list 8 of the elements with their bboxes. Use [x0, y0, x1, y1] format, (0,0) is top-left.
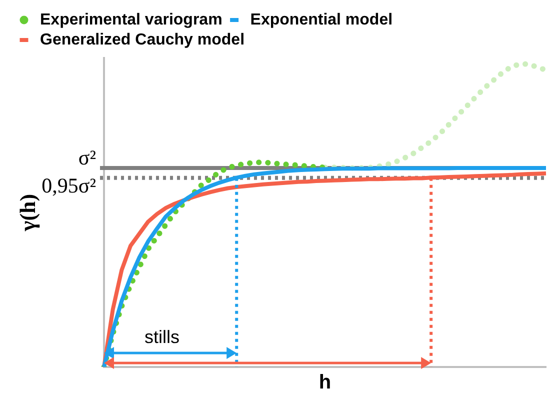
- legend-label: Exponential model: [250, 11, 393, 28]
- y-axis-title: γ(h): [14, 194, 40, 232]
- annotation: stills: [144, 326, 180, 347]
- legend-label: Experimental variogram: [40, 11, 222, 28]
- x-axis-title: h: [318, 372, 332, 394]
- ref-line-label: σ²: [78, 145, 96, 170]
- legend-label: Generalized Cauchy model: [40, 31, 245, 48]
- ref-line-label: 0,95σ²: [42, 173, 96, 198]
